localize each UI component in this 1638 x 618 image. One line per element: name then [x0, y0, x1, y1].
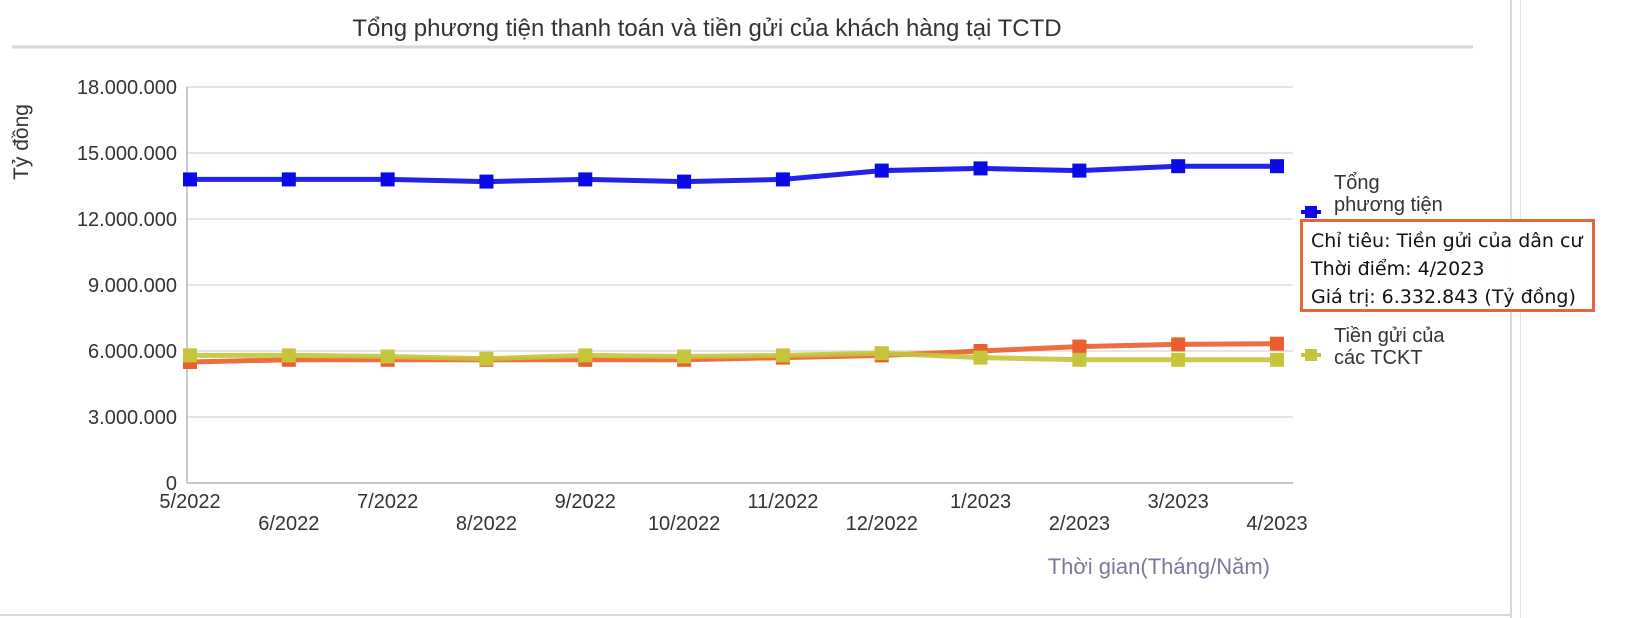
x-axis-ticks: 5/2022 6/2022 7/2022 8/2022 9/2022 10/2022 11/…	[159, 491, 1307, 535]
series-point	[479, 174, 494, 189]
tooltip-time: Thời điểm: 4/2023	[1311, 258, 1485, 280]
y-tick-label: 0	[166, 473, 177, 495]
chart-panel	[0, 0, 1512, 618]
series-layer	[183, 159, 1284, 369]
series-point	[1072, 352, 1087, 367]
series-point	[281, 172, 296, 187]
y-tick-label: 9.000.000	[88, 275, 177, 297]
panel-border-bottom	[0, 614, 1512, 616]
x-tick-label: 11/2022	[748, 491, 819, 513]
axes	[186, 87, 1293, 484]
y-axis-label: Tỷ đồng	[10, 104, 33, 180]
x-tick-label: 10/2022	[648, 513, 720, 535]
series-line	[189, 341, 1278, 365]
series-point	[775, 348, 790, 363]
legend-marker	[1305, 206, 1317, 218]
chart-title: Tổng phương tiện thanh toán và tiền gửi …	[352, 15, 1061, 42]
y-tick-label: 15.000.000	[77, 143, 177, 165]
series-point	[183, 348, 197, 363]
series-point	[1171, 352, 1186, 367]
series-point	[677, 174, 692, 189]
x-tick-label: 6/2022	[258, 513, 319, 535]
series-point	[281, 348, 296, 363]
tooltip-value: Giá trị: 6.332.843 (Tỷ đồng)	[1311, 286, 1576, 308]
x-tick-label: 12/2022	[846, 513, 918, 535]
series-point	[1270, 352, 1284, 367]
y-axis-ticks: 0 3.000.000 6.000.000 9.000.000 12.000.000 15…	[77, 77, 177, 495]
y-tick-label: 3.000.000	[88, 407, 177, 429]
series-point	[973, 350, 988, 365]
x-tick-label: 5/2022	[159, 491, 220, 513]
series-point	[380, 172, 395, 187]
tooltip: Chỉ tiêu: Tiền gửi của dân cư Thời điểm:…	[1300, 219, 1595, 312]
x-axis-label: Thời gian(Tháng/Năm)	[1048, 554, 1270, 579]
series-point	[380, 349, 395, 364]
series-point	[479, 351, 494, 366]
series-point	[775, 172, 790, 187]
series-point	[677, 349, 692, 364]
x-tick-label: 9/2022	[555, 491, 616, 513]
legend-label: các TCKT	[1334, 347, 1423, 369]
series-point	[578, 172, 593, 187]
legend-marker	[1305, 349, 1317, 361]
series-point	[1171, 159, 1186, 174]
series-point	[1072, 339, 1087, 354]
grid	[187, 86, 1293, 484]
x-tick-label: 8/2022	[456, 513, 517, 535]
series-point	[1270, 336, 1284, 351]
x-tick-label: 1/2023	[950, 491, 1011, 513]
series-point	[183, 172, 197, 187]
series-point	[874, 346, 889, 361]
series-point	[874, 163, 889, 178]
y-tick-label: 6.000.000	[88, 341, 177, 363]
series-point	[1270, 159, 1284, 174]
series-point	[1171, 337, 1186, 352]
series-point	[973, 161, 988, 176]
legend-label: Tiền gửi của	[1334, 325, 1445, 347]
y-tick-label: 12.000.000	[77, 209, 177, 231]
x-tick-label: 2/2023	[1049, 513, 1110, 535]
legend-label: phương tiện	[1334, 194, 1443, 216]
series-point	[578, 348, 593, 363]
x-tick-label: 4/2023	[1246, 513, 1307, 535]
tooltip-indicator: Chỉ tiêu: Tiền gửi của dân cư	[1311, 230, 1583, 252]
legend-label: Tổng	[1334, 172, 1380, 194]
x-tick-label: 3/2023	[1148, 491, 1209, 513]
series-line	[190, 163, 1277, 185]
series-line	[190, 350, 1277, 363]
series-point	[1072, 163, 1087, 178]
x-tick-label: 7/2022	[357, 491, 418, 513]
y-tick-label: 18.000.000	[77, 77, 177, 99]
